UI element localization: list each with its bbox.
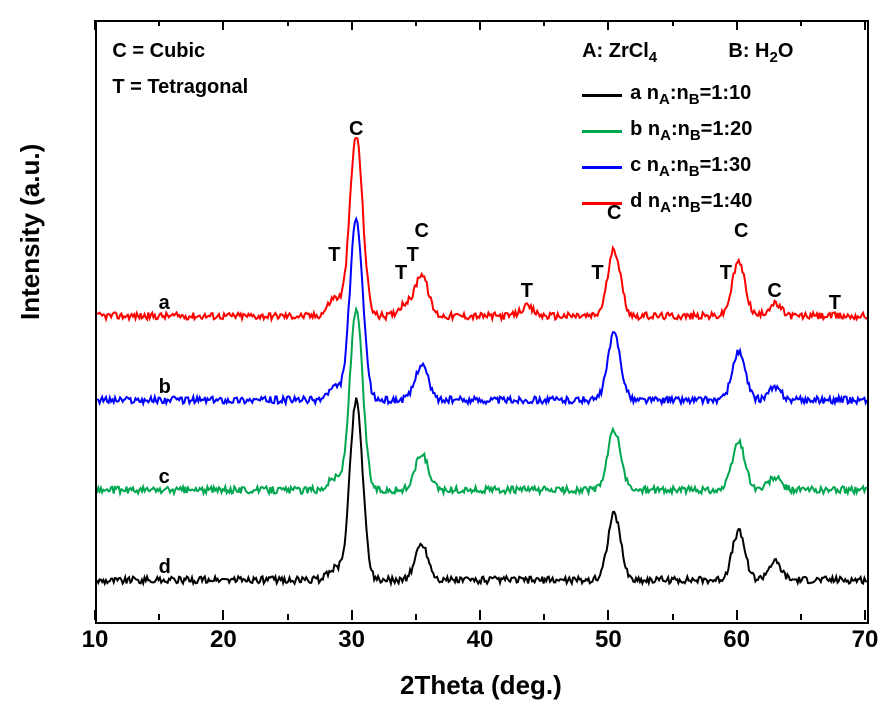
peak-label: T — [720, 262, 732, 285]
x-tick-top — [479, 20, 481, 30]
legend-swatch — [582, 130, 622, 133]
peak-label: C — [414, 220, 428, 243]
trace-label-d: d — [159, 556, 171, 579]
plot-area: C = Cubic T = Tetragonal A: ZrCl4 B: H2O a … — [95, 20, 869, 624]
x-minor-tick — [415, 614, 417, 620]
x-minor-tick — [672, 614, 674, 620]
x-minor-tick-top — [543, 20, 545, 26]
x-minor-tick — [543, 614, 545, 620]
peak-label: T — [328, 244, 340, 267]
x-tick-top — [736, 20, 738, 30]
legend-header: B: H2O — [728, 40, 793, 66]
x-tick — [94, 610, 96, 620]
x-tick — [607, 610, 609, 620]
xrd-chart: Intensity (a.u.) 2Theta (deg.) C = Cubic… — [0, 0, 891, 715]
x-tick-label: 40 — [467, 626, 494, 654]
peak-label: C — [607, 202, 621, 225]
peak-label: T — [395, 262, 407, 285]
trace-label-b: b — [159, 376, 171, 399]
x-tick-label: 50 — [595, 626, 622, 654]
x-tick-label: 10 — [82, 626, 109, 654]
x-tick — [864, 610, 866, 620]
peak-label: T — [829, 292, 841, 315]
x-tick-label: 20 — [210, 626, 237, 654]
legend-item: c nA:nB=1:30 — [630, 154, 751, 180]
legend-swatch — [582, 94, 622, 97]
x-tick-label: 70 — [852, 626, 879, 654]
phase-key: T = Tetragonal — [112, 76, 248, 99]
peak-label: T — [407, 244, 419, 267]
peak-label: C — [349, 118, 363, 141]
x-minor-tick-top — [415, 20, 417, 26]
x-axis-label: 2Theta (deg.) — [400, 670, 562, 701]
x-tick — [351, 610, 353, 620]
y-axis-label: Intensity (a.u.) — [15, 144, 46, 320]
x-tick-top — [94, 20, 96, 30]
trace-label-a: a — [159, 292, 170, 315]
x-minor-tick — [287, 614, 289, 620]
plot-svg — [97, 22, 867, 622]
x-tick — [736, 610, 738, 620]
peak-label: T — [591, 262, 603, 285]
x-minor-tick-top — [672, 20, 674, 26]
peak-label: C — [767, 280, 781, 303]
x-tick-top — [607, 20, 609, 30]
peak-label: C — [734, 220, 748, 243]
legend-item: a nA:nB=1:10 — [630, 82, 751, 108]
trace-label-c: c — [159, 466, 170, 489]
legend-swatch — [582, 166, 622, 169]
x-minor-tick-top — [287, 20, 289, 26]
x-tick-label: 60 — [723, 626, 750, 654]
x-minor-tick-top — [158, 20, 160, 26]
x-tick-top — [864, 20, 866, 30]
x-minor-tick-top — [800, 20, 802, 26]
xrd-trace-a — [97, 138, 867, 320]
legend-item: d nA:nB=1:40 — [630, 190, 752, 216]
x-minor-tick — [158, 614, 160, 620]
x-tick-top — [222, 20, 224, 30]
x-tick — [479, 610, 481, 620]
x-minor-tick — [800, 614, 802, 620]
peak-label: T — [521, 280, 533, 303]
legend-header: A: ZrCl4 — [582, 40, 657, 66]
phase-key: C = Cubic — [112, 40, 205, 63]
legend-item: b nA:nB=1:20 — [630, 118, 752, 144]
x-tick-label: 30 — [338, 626, 365, 654]
x-tick — [222, 610, 224, 620]
x-tick-top — [351, 20, 353, 30]
